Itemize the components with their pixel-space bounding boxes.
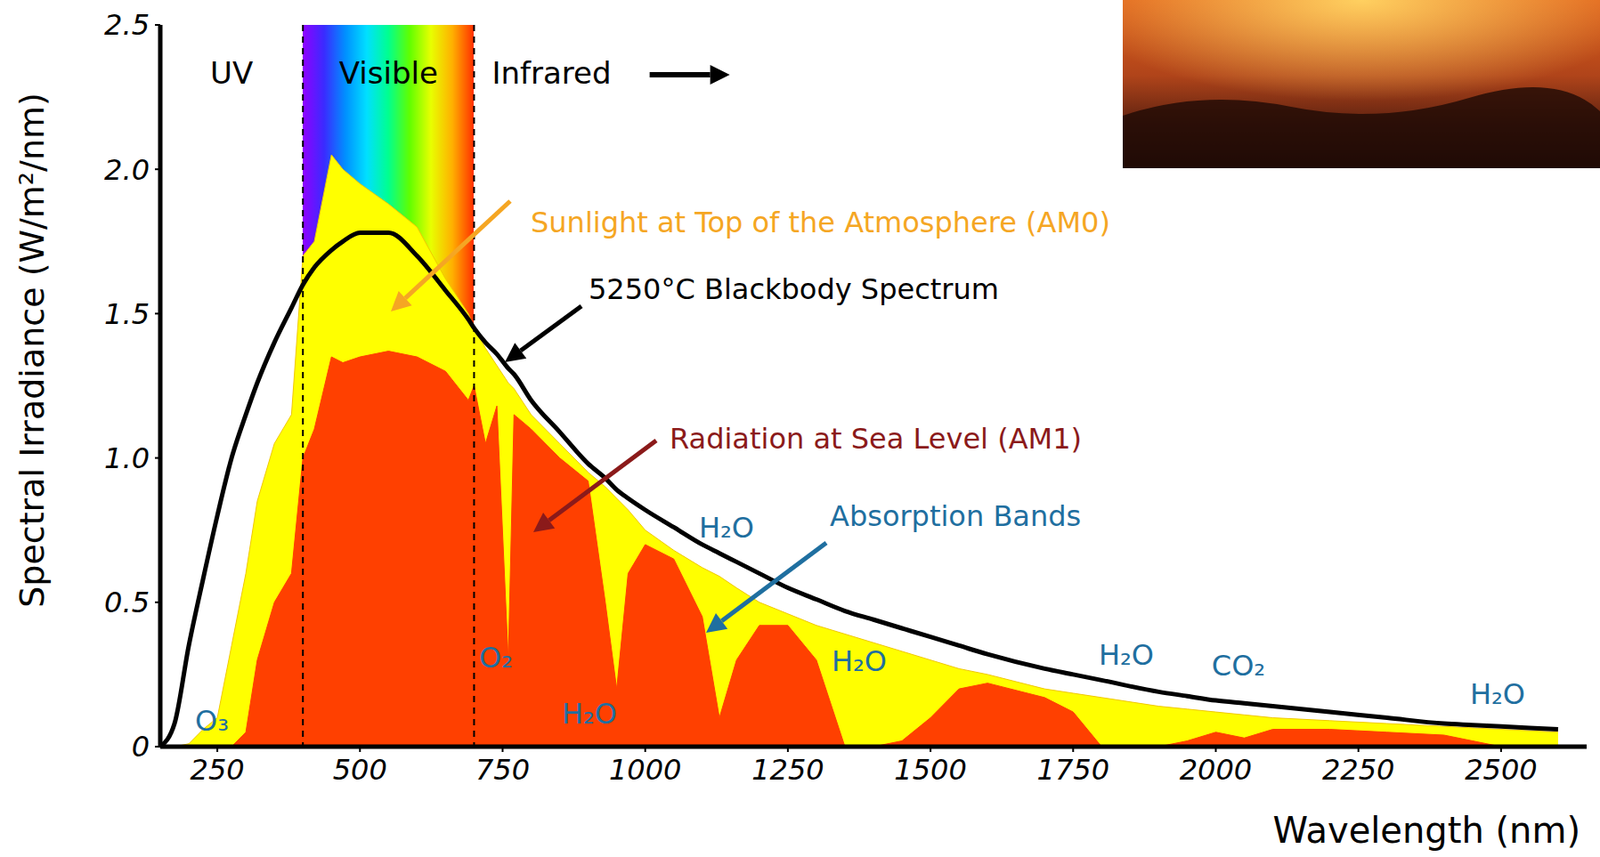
- svg-text:Visible: Visible: [339, 55, 439, 91]
- svg-text:250: 250: [190, 753, 245, 788]
- svg-text:1750: 1750: [1037, 753, 1110, 788]
- svg-text:2250: 2250: [1322, 753, 1395, 788]
- svg-text:Spectral Irradiance (W/m²/nm): Spectral Irradiance (W/m²/nm): [12, 92, 52, 609]
- svg-text:H₂O: H₂O: [1470, 677, 1526, 712]
- svg-text:Infrared: Infrared: [491, 55, 611, 91]
- svg-text:UV: UV: [210, 55, 253, 91]
- svg-text:5250°C Blackbody Spectrum: 5250°C Blackbody Spectrum: [588, 272, 999, 307]
- svg-text:750: 750: [475, 753, 530, 788]
- svg-text:1.5: 1.5: [104, 297, 150, 332]
- svg-text:500: 500: [332, 753, 388, 788]
- svg-text:1250: 1250: [751, 753, 824, 788]
- svg-text:CO₂: CO₂: [1211, 649, 1266, 683]
- svg-text:H₂O: H₂O: [1098, 638, 1154, 673]
- svg-text:Radiation at Sea Level (AM1): Radiation at Sea Level (AM1): [669, 422, 1082, 456]
- svg-text:Sunlight at Top of the Atmosph: Sunlight at Top of the Atmosphere (AM0): [530, 205, 1111, 240]
- svg-text:1500: 1500: [893, 753, 967, 788]
- svg-text:1.0: 1.0: [104, 441, 150, 476]
- svg-text:0: 0: [131, 730, 150, 764]
- svg-text:2500: 2500: [1464, 753, 1537, 788]
- svg-text:H₂O: H₂O: [561, 697, 618, 731]
- svg-text:2000: 2000: [1179, 753, 1252, 788]
- svg-text:O₃: O₃: [194, 704, 229, 739]
- svg-text:1000: 1000: [609, 753, 682, 788]
- svg-text:O₂: O₂: [479, 641, 513, 675]
- svg-text:0.5: 0.5: [104, 585, 150, 620]
- svg-text:H₂O: H₂O: [698, 511, 755, 545]
- svg-text:Wavelength (nm): Wavelength (nm): [1272, 810, 1581, 852]
- svg-text:2.0: 2.0: [104, 153, 150, 187]
- svg-text:Absorption Bands: Absorption Bands: [829, 499, 1081, 534]
- svg-text:2.5: 2.5: [104, 8, 150, 42]
- svg-text:H₂O: H₂O: [831, 644, 887, 679]
